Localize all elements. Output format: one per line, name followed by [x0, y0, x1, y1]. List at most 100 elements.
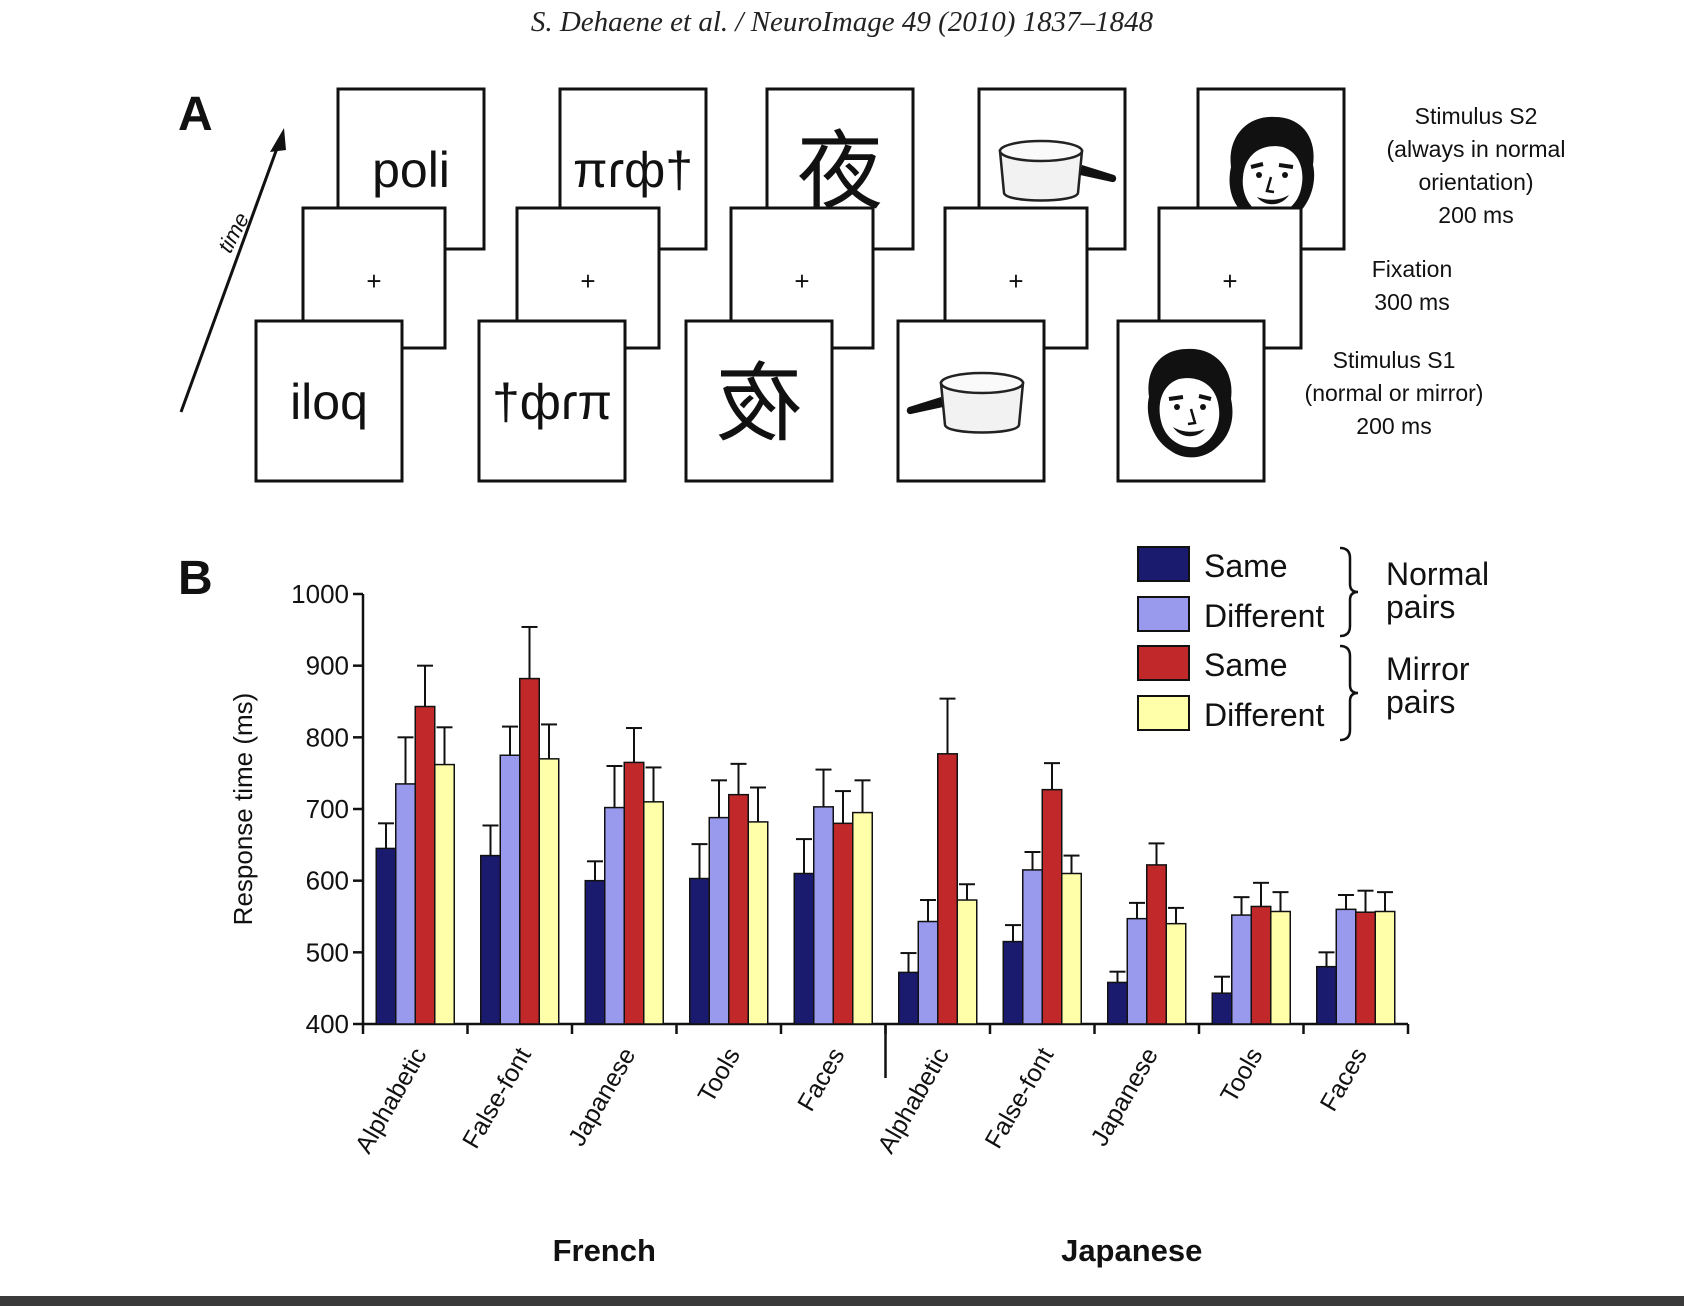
bar	[1146, 864, 1167, 1025]
stimulus-s1-label: (normal or mirror)	[1305, 380, 1484, 406]
stimulus-s2-1-text: πɾф†	[573, 142, 693, 198]
stimulus-s2-0-text: poli	[372, 142, 450, 198]
bar	[793, 872, 815, 1025]
bar	[584, 879, 606, 1025]
group-label: French	[553, 1233, 656, 1268]
bar	[643, 801, 664, 1025]
y-tick-label: 500	[306, 937, 349, 967]
face-icon	[1145, 346, 1235, 460]
panel-a-label: A	[178, 88, 213, 141]
legend-label: Different	[1204, 598, 1324, 634]
x-tick-label: Tools	[693, 1043, 746, 1108]
bar	[395, 783, 416, 1025]
legend-group-label: pairs	[1386, 589, 1455, 625]
x-tick-label: False-font	[457, 1043, 537, 1153]
legend-brace-mirror	[1339, 644, 1359, 742]
x-tick-label: Faces	[1315, 1043, 1373, 1116]
stimulus-s1-2-frame	[684, 319, 834, 483]
fixation-cross: +	[1008, 266, 1023, 296]
x-tick-label: Japanese	[563, 1043, 641, 1151]
bar	[832, 822, 854, 1025]
x-tick-label: Alphabetic	[350, 1043, 433, 1158]
bar	[1061, 872, 1082, 1025]
bar	[375, 847, 397, 1025]
fixation-cross: +	[366, 266, 381, 296]
stimulus-s1-0-frame	[254, 319, 404, 483]
legend-label: Same	[1204, 548, 1288, 584]
stimulus-s2-label: orientation)	[1418, 169, 1533, 195]
time-arrow-head	[270, 128, 286, 152]
bar	[1126, 917, 1148, 1025]
bar	[1335, 908, 1357, 1025]
bar	[623, 761, 645, 1025]
group-label: Japanese	[1061, 1233, 1202, 1268]
bar	[813, 806, 834, 1025]
legend-swatch	[1137, 695, 1190, 731]
stimulus-s1-1-text: †фɾπ	[492, 374, 612, 430]
x-tick-label: Tools	[1215, 1043, 1268, 1108]
bar	[1041, 788, 1063, 1025]
bar	[898, 971, 919, 1025]
y-tick-label: 1000	[291, 579, 349, 609]
bar	[956, 899, 978, 1025]
bar	[1022, 869, 1043, 1025]
bar	[434, 763, 455, 1025]
bar	[1355, 911, 1376, 1025]
legend-group-label: pairs	[1386, 684, 1455, 720]
stimulus-s2-label: Stimulus S2	[1415, 103, 1538, 129]
panel-b-label: B	[178, 552, 213, 605]
stimulus-s2-2-text: 夜	[797, 122, 883, 222]
bar	[728, 793, 749, 1025]
bar	[538, 758, 560, 1025]
stimulus-s1-2-text: 夜	[716, 354, 802, 454]
y-tick-label: 900	[306, 651, 349, 681]
stimulus-s2-label: (always in normal	[1387, 136, 1566, 162]
bar	[1211, 992, 1233, 1025]
fixation-label: Fixation	[1372, 256, 1453, 282]
bar	[499, 754, 521, 1025]
bar	[852, 811, 873, 1025]
bar	[747, 821, 769, 1025]
x-tick-label: False-font	[980, 1043, 1060, 1153]
bar	[917, 920, 939, 1025]
y-tick-label: 600	[306, 866, 349, 896]
x-tick-label: Japanese	[1085, 1043, 1163, 1151]
bar	[519, 677, 540, 1025]
legend-label: Same	[1204, 647, 1288, 683]
x-tick-label: Faces	[792, 1043, 850, 1116]
y-tick-label: 700	[306, 794, 349, 824]
fixation-cross: +	[1222, 266, 1237, 296]
stimulus-s1-label: 200 ms	[1356, 413, 1431, 439]
bar	[937, 753, 958, 1025]
bar	[1107, 981, 1128, 1025]
running-header: S. Dehaene et al. / NeuroImage 49 (2010)…	[530, 6, 1154, 38]
legend-group-label: Mirror	[1386, 651, 1470, 687]
bar	[480, 854, 501, 1025]
legend-swatch	[1137, 546, 1190, 582]
legend-label: Different	[1204, 697, 1324, 733]
bar	[1002, 940, 1024, 1025]
bar	[1231, 914, 1252, 1025]
stimulus-s1-0-text: iloq	[290, 374, 368, 430]
time-arrow	[179, 139, 282, 413]
stimulus-s1-label: Stimulus S1	[1333, 347, 1456, 373]
bar	[1165, 922, 1187, 1025]
y-tick-label: 800	[306, 722, 349, 752]
bar	[1374, 910, 1396, 1025]
legend-swatch	[1137, 596, 1190, 632]
bar	[1250, 905, 1272, 1025]
fixation-cross: +	[580, 266, 595, 296]
bar	[414, 705, 436, 1025]
legend-swatch	[1137, 645, 1190, 681]
bar	[604, 806, 625, 1025]
bar	[689, 877, 710, 1025]
y-tick-label: 400	[306, 1009, 349, 1039]
bar	[708, 816, 730, 1025]
stimulus-s2-label: 200 ms	[1438, 202, 1513, 228]
legend-brace-normal	[1339, 546, 1359, 638]
y-axis-label: Response time (ms)	[228, 693, 258, 926]
bar	[1316, 965, 1337, 1025]
legend-group-label: Normal	[1386, 556, 1489, 592]
fixation-cross: +	[794, 266, 809, 296]
